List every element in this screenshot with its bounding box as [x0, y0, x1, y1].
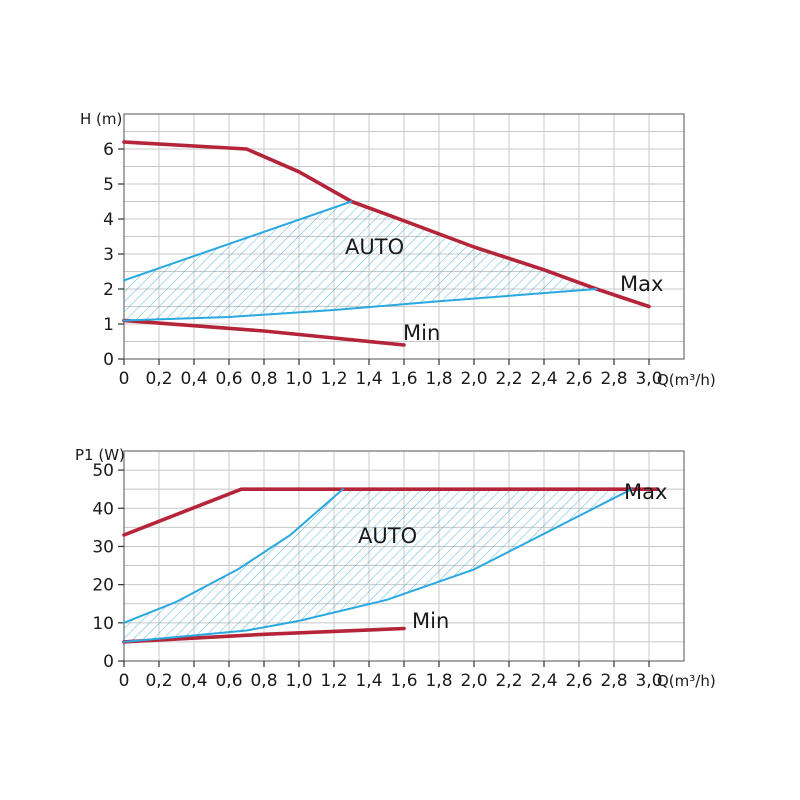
auto-label: AUTO	[345, 235, 404, 259]
x-axis-label: Q(m³/h)	[657, 672, 716, 690]
x-tick-label: 2,6	[565, 671, 592, 691]
x-tick-label: 1,6	[390, 671, 417, 691]
auto-lower-curve	[123, 288, 598, 322]
max-curve	[122, 140, 651, 309]
y-axis-label: P1 (W)	[75, 446, 125, 464]
y-tick-label: 5	[103, 175, 114, 195]
x-tick-label: 1,8	[425, 671, 452, 691]
y-tick-label: 0	[103, 350, 114, 370]
y-tick-label: 3	[103, 245, 114, 265]
x-tick-label: 1,0	[285, 369, 312, 389]
max-curve	[122, 487, 660, 537]
min-curve	[122, 318, 406, 347]
x-tick-label: 2,2	[495, 369, 522, 389]
auto-upper-curve	[123, 488, 344, 624]
x-tick-label: 0,2	[145, 671, 172, 691]
x-tick-label: 2,0	[460, 671, 487, 691]
y-tick-label: 10	[92, 614, 114, 634]
x-tick-label: 1,4	[355, 369, 382, 389]
y-tick-label: 0	[103, 652, 114, 672]
x-tick-label: 2,2	[495, 671, 522, 691]
x-tick-label: 0,8	[250, 671, 277, 691]
y-axis-label: H (m)	[80, 110, 122, 128]
x-tick-label: 1,4	[355, 671, 382, 691]
chart-power: 0 0,2 0,4 0,6 0,8 1,0 1,2 1,4 1,6 1,8 2,0 2,2 2,4 2,6…	[75, 446, 716, 691]
chart-head: 0 0,2 0,4 0,6 0,8 1,0 1,2 1,4 1,6 1,8 2,0 2,2 2,4 2,6…	[80, 110, 716, 389]
x-tick-label: 0,6	[215, 671, 242, 691]
x-tick-label: 1,2	[320, 671, 347, 691]
y-tick-label: 4	[103, 210, 114, 230]
x-tick-label: 2,4	[530, 671, 557, 691]
x-axis-label: Q(m³/h)	[657, 371, 716, 389]
y-tick-label: 1	[103, 315, 114, 335]
x-tick-label: 0,4	[180, 671, 207, 691]
x-tick-label: 1,8	[425, 369, 452, 389]
x-tick-label: 0,2	[145, 369, 172, 389]
x-tick-label: 1,6	[390, 369, 417, 389]
x-tick-label: 2,8	[600, 369, 627, 389]
x-tick-label: 2,8	[600, 671, 627, 691]
y-tick-label: 50	[92, 461, 114, 481]
y-tick-label: 30	[92, 537, 114, 557]
min-label: Min	[403, 321, 440, 345]
x-tick-label: 0	[119, 369, 130, 389]
max-label: Max	[624, 480, 667, 504]
min-label: Min	[412, 609, 449, 633]
x-tick-label: 0,4	[180, 369, 207, 389]
x-tick-label: 0,6	[215, 369, 242, 389]
auto-lower-curve	[123, 488, 633, 643]
auto-upper-curve	[123, 200, 353, 282]
x-tick-label: 1,2	[320, 369, 347, 389]
x-tick-label: 2,6	[565, 369, 592, 389]
y-tick-label: 20	[92, 576, 114, 596]
auto-hatched-region	[124, 489, 632, 642]
x-tick-label: 1,0	[285, 671, 312, 691]
x-tick-label: 0,8	[250, 369, 277, 389]
y-tick-label: 40	[92, 499, 114, 519]
x-tick-label: 0	[119, 671, 130, 691]
x-tick-label: 2,0	[460, 369, 487, 389]
max-label: Max	[620, 272, 663, 296]
y-tick-label: 6	[103, 140, 114, 160]
min-curve	[122, 626, 406, 644]
x-tick-label: 2,4	[530, 369, 557, 389]
auto-label: AUTO	[358, 524, 417, 548]
x-tick-label: 3,0	[635, 671, 662, 691]
y-tick-label: 2	[103, 280, 114, 300]
x-tick-label: 3,0	[635, 369, 662, 389]
auto-hatched-region	[124, 201, 597, 321]
